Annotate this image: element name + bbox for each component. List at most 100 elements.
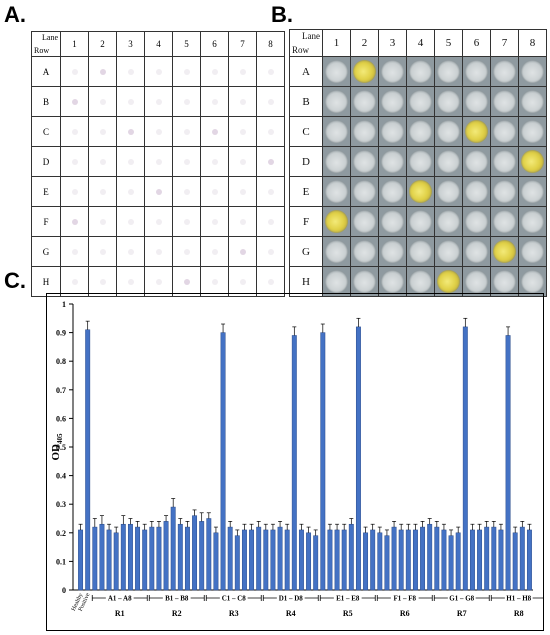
- well-cell-A2: [350, 56, 379, 87]
- negative-well: [409, 270, 432, 293]
- negative-well: [493, 150, 516, 173]
- well-cell-B1: [60, 86, 89, 117]
- negative-well: [437, 240, 460, 263]
- positive-well: [521, 150, 544, 173]
- well-cell-E6: [200, 176, 229, 207]
- bar: [163, 521, 169, 591]
- faint-spot: [211, 248, 218, 255]
- plate-row-A: A: [289, 56, 547, 87]
- y-tick-label: 0.1: [56, 557, 66, 566]
- well-cell-E8: [256, 176, 285, 207]
- faint-spot: [127, 188, 134, 195]
- group-name-label: R2: [172, 609, 182, 618]
- bar: [405, 529, 411, 591]
- group-name-label: R4: [286, 609, 296, 618]
- bar: [149, 526, 155, 591]
- faint-spot: [127, 98, 134, 105]
- bar: [170, 506, 176, 591]
- well-cell-C7: [228, 116, 257, 147]
- faint-spot: [183, 278, 190, 285]
- bar: [455, 532, 461, 591]
- negative-well: [409, 210, 432, 233]
- group-name-label: R8: [514, 609, 524, 618]
- well-cell-F8: [518, 206, 547, 237]
- well-cell-G8: [518, 236, 547, 267]
- well-cell-F5: [434, 206, 463, 237]
- bar: [85, 329, 91, 591]
- faint-spot: [211, 188, 218, 195]
- bar: [227, 526, 233, 591]
- bar: [256, 526, 262, 591]
- well-cell-G5: [172, 236, 201, 267]
- plate-header-row: Lane Row 1 2 3 4 5 6 7 8: [31, 31, 285, 57]
- negative-well: [465, 90, 488, 113]
- well-cell-B8: [518, 86, 547, 117]
- bar: [249, 529, 255, 591]
- faint-spot: [155, 188, 162, 195]
- faint-spot: [99, 218, 106, 225]
- lane-header-1: 1: [322, 29, 351, 57]
- well-cell-D3: [378, 146, 407, 177]
- negative-well: [325, 180, 348, 203]
- faint-spot: [155, 128, 162, 135]
- group-range-label: C1 – C8: [222, 595, 247, 603]
- well-cell-F1: [322, 206, 351, 237]
- well-cell-C4: [406, 116, 435, 147]
- well-cell-B6: [462, 86, 491, 117]
- bar: [477, 529, 483, 591]
- well-cell-G4: [144, 236, 173, 267]
- group-range-label: A1 – A8: [108, 595, 132, 603]
- faint-spot: [239, 188, 246, 195]
- bar: [270, 529, 276, 591]
- faint-spot: [267, 218, 274, 225]
- group-name-label: R1: [115, 609, 125, 618]
- negative-well: [465, 270, 488, 293]
- well-cell-C1: [322, 116, 351, 147]
- positive-well: [353, 60, 376, 83]
- lane-header-7: 7: [228, 31, 257, 57]
- well-cell-H1: [60, 266, 89, 297]
- well-cell-B2: [88, 86, 117, 117]
- lane-header-3: 3: [116, 31, 145, 57]
- y-tick-label: 1: [62, 300, 66, 309]
- well-cell-C2: [350, 116, 379, 147]
- well-cell-G4: [406, 236, 435, 267]
- well-cell-B5: [434, 86, 463, 117]
- lane-header-2: 2: [88, 31, 117, 57]
- negative-well: [493, 120, 516, 143]
- well-cell-C3: [116, 116, 145, 147]
- group-range-bg: [390, 593, 419, 602]
- well-cell-H1: [322, 266, 351, 297]
- well-cell-H4: [144, 266, 173, 297]
- bar: [420, 526, 426, 591]
- corner-lane-label: Lane: [302, 31, 320, 41]
- row-header-H: H: [31, 266, 61, 297]
- lane-header-5: 5: [434, 29, 463, 57]
- group-range-bg: [447, 593, 476, 602]
- faint-spot: [183, 128, 190, 135]
- negative-well: [493, 210, 516, 233]
- well-cell-A3: [116, 56, 145, 87]
- negative-well: [381, 210, 404, 233]
- bar: [220, 332, 226, 591]
- y-tick-label: 0.2: [56, 529, 66, 538]
- well-cell-H7: [490, 266, 519, 297]
- faint-spot: [99, 278, 106, 285]
- positive-well: [325, 210, 348, 233]
- well-cell-E1: [322, 176, 351, 207]
- negative-well: [409, 90, 432, 113]
- well-cell-H2: [350, 266, 379, 297]
- well-cell-A5: [434, 56, 463, 87]
- well-cell-D3: [116, 146, 145, 177]
- lane-header-8: 8: [256, 31, 285, 57]
- bar: [277, 526, 283, 591]
- well-cell-B3: [116, 86, 145, 117]
- faint-spot: [99, 188, 106, 195]
- positive-well: [493, 240, 516, 263]
- row-header-G: G: [289, 236, 323, 267]
- well-cell-B4: [406, 86, 435, 117]
- faint-spot: [183, 218, 190, 225]
- negative-well: [325, 60, 348, 83]
- well-cell-C6: [200, 116, 229, 147]
- well-cell-H6: [200, 266, 229, 297]
